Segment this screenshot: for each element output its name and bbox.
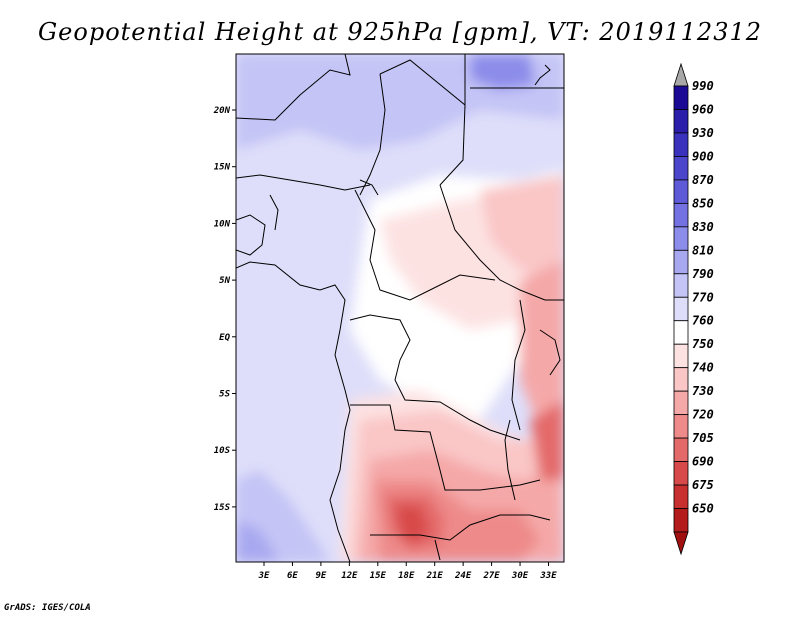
map-title: Geopotential Height at 925hPa [gpm], VT:… [38,18,762,46]
lon-tick-label: 12E [341,571,358,581]
lat-tick-label: 10N [214,219,231,229]
colorbar-segment [673,109,689,134]
lon-tick-label: 18E [398,571,415,581]
colorbar-label: 810 [692,243,714,257]
lon-tick-label: 6E [287,571,298,581]
colorbar-label: 850 [692,196,714,210]
colorbar-label: 960 [692,102,714,116]
colorbar-segment [673,343,689,369]
colorbar-label: 930 [692,126,714,140]
colorbar-segment [673,249,689,275]
lon-tick-label: 24E [454,571,472,581]
lon-tick-label: 33E [539,571,557,581]
colorbar-label: 760 [692,314,714,328]
colorbar-segment [673,202,689,228]
lon-tick-label: 3E [258,571,270,581]
lon-tick-label: 30E [511,571,529,581]
colorbar-top-arrow [673,62,689,87]
colorbar-label: 900 [692,149,714,163]
lat-tick-label: EQ [219,333,230,343]
colorbar-segment [673,226,689,251]
colorbar-label: 690 [692,455,714,469]
colorbar-segment [673,390,689,416]
lat-tick-label: 5N [219,276,230,286]
latitude-axis: 20N 15N 10N 5N EQ 5S 10S 15S [213,106,236,513]
colorbar-label: 650 [692,502,714,516]
colorbar-label: 990 [692,79,714,93]
lon-tick-label: 21E [426,571,444,581]
colorbar-segment [673,85,689,110]
colorbar-label: 790 [692,267,714,281]
colorbar-label: 675 [692,478,714,492]
colorbar-segment [673,508,689,533]
lat-tick-label: 20N [213,106,231,116]
colorbar-segment [673,367,689,392]
lat-tick-label: 15S [214,503,231,513]
colorbar-segment [673,437,689,462]
lon-tick-label: 9E [315,571,326,581]
colorbar-label: 705 [692,431,714,445]
lat-tick-label: 10S [214,446,231,456]
lon-tick-label: 27E [482,571,500,581]
colorbar-segment [673,484,689,509]
colorbar-segment [673,132,689,157]
map-frame [235,53,565,563]
colorbar-segment [673,414,689,439]
colorbar-segment [673,296,689,322]
colorbar-segment [673,179,689,204]
colorbar-label: 830 [692,220,714,234]
colorbar-label: 870 [692,173,714,187]
geopotential-field [236,54,564,562]
grads-credit: GrADS: IGES/COLA [4,603,91,613]
colorbar: 990 960 930 900 870 850 830 810 790 770 760 750 740 7… [673,62,714,556]
colorbar-segment [673,273,689,298]
colorbar-label: 770 [692,290,714,304]
colorbar-label: 720 [692,408,714,422]
lon-tick-label: 15E [370,571,387,581]
longitude-axis: 3E 6E 9E 12E 15E 18E 21E 24E 27E 30E 33E [258,562,557,581]
colorbar-segment [673,320,689,345]
lat-tick-label: 5S [219,390,230,400]
colorbar-bottom-arrow [673,531,689,556]
colorbar-segment [673,461,689,486]
colorbar-label: 730 [692,384,714,398]
colorbar-segment [673,156,689,181]
lat-tick-label: 15N [214,163,231,173]
colorbar-label: 740 [692,361,714,375]
colorbar-label: 750 [692,337,714,351]
